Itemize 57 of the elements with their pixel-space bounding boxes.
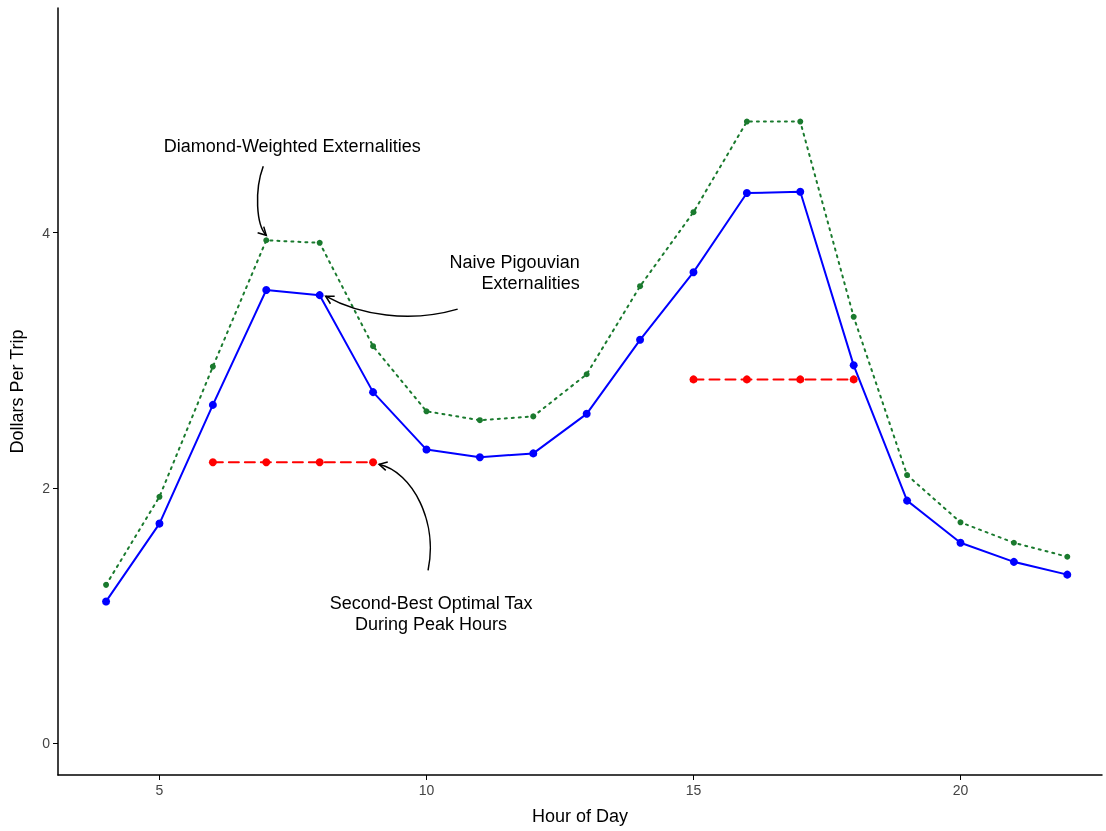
x-axis-title: Hour of Day — [531, 806, 629, 826]
point — [849, 375, 858, 384]
point — [689, 268, 698, 277]
point — [102, 597, 111, 606]
y-axis-title: Dollars Per Trip — [7, 329, 27, 454]
point — [1064, 553, 1071, 560]
point — [476, 417, 483, 424]
x-tick-label: 5 — [155, 782, 164, 798]
point — [1010, 539, 1017, 546]
annotation: Diamond-Weighted Externalities — [162, 136, 422, 158]
point — [637, 283, 644, 290]
point — [582, 409, 591, 418]
point — [263, 237, 270, 244]
point — [369, 388, 378, 397]
point — [743, 118, 750, 125]
point — [155, 519, 164, 528]
point — [796, 375, 805, 384]
point — [1063, 570, 1072, 579]
point — [156, 493, 163, 500]
point — [530, 413, 537, 420]
point — [208, 400, 217, 409]
x-tick-label: 10 — [418, 782, 435, 798]
point — [209, 363, 216, 370]
point — [689, 375, 698, 384]
point — [636, 335, 645, 344]
point — [103, 581, 110, 588]
point — [849, 361, 858, 370]
point — [742, 375, 751, 384]
point — [262, 286, 271, 295]
point — [850, 313, 857, 320]
annotation: Naive Pigouvian Externalities — [448, 252, 580, 295]
x-tick-label: 20 — [952, 782, 969, 798]
point — [208, 458, 217, 467]
point — [370, 343, 377, 350]
point — [262, 458, 271, 467]
annotation: Second-Best Optimal Tax During Peak Hours — [328, 593, 534, 636]
point — [422, 445, 431, 454]
x-tick-label: 15 — [685, 782, 702, 798]
point — [796, 187, 805, 196]
point — [1009, 557, 1018, 566]
point — [315, 291, 324, 300]
point — [475, 453, 484, 462]
point — [742, 189, 751, 198]
point — [690, 209, 697, 216]
point — [423, 408, 430, 415]
y-tick-label: 2 — [42, 479, 51, 496]
point — [956, 538, 965, 547]
y-tick-label: 4 — [42, 224, 51, 241]
point — [369, 458, 378, 467]
point — [903, 496, 912, 505]
point — [529, 449, 538, 458]
point — [957, 519, 964, 526]
point — [316, 239, 323, 246]
point — [315, 458, 324, 467]
y-tick-label: 0 — [42, 735, 51, 752]
point — [583, 371, 590, 378]
point — [904, 472, 911, 479]
